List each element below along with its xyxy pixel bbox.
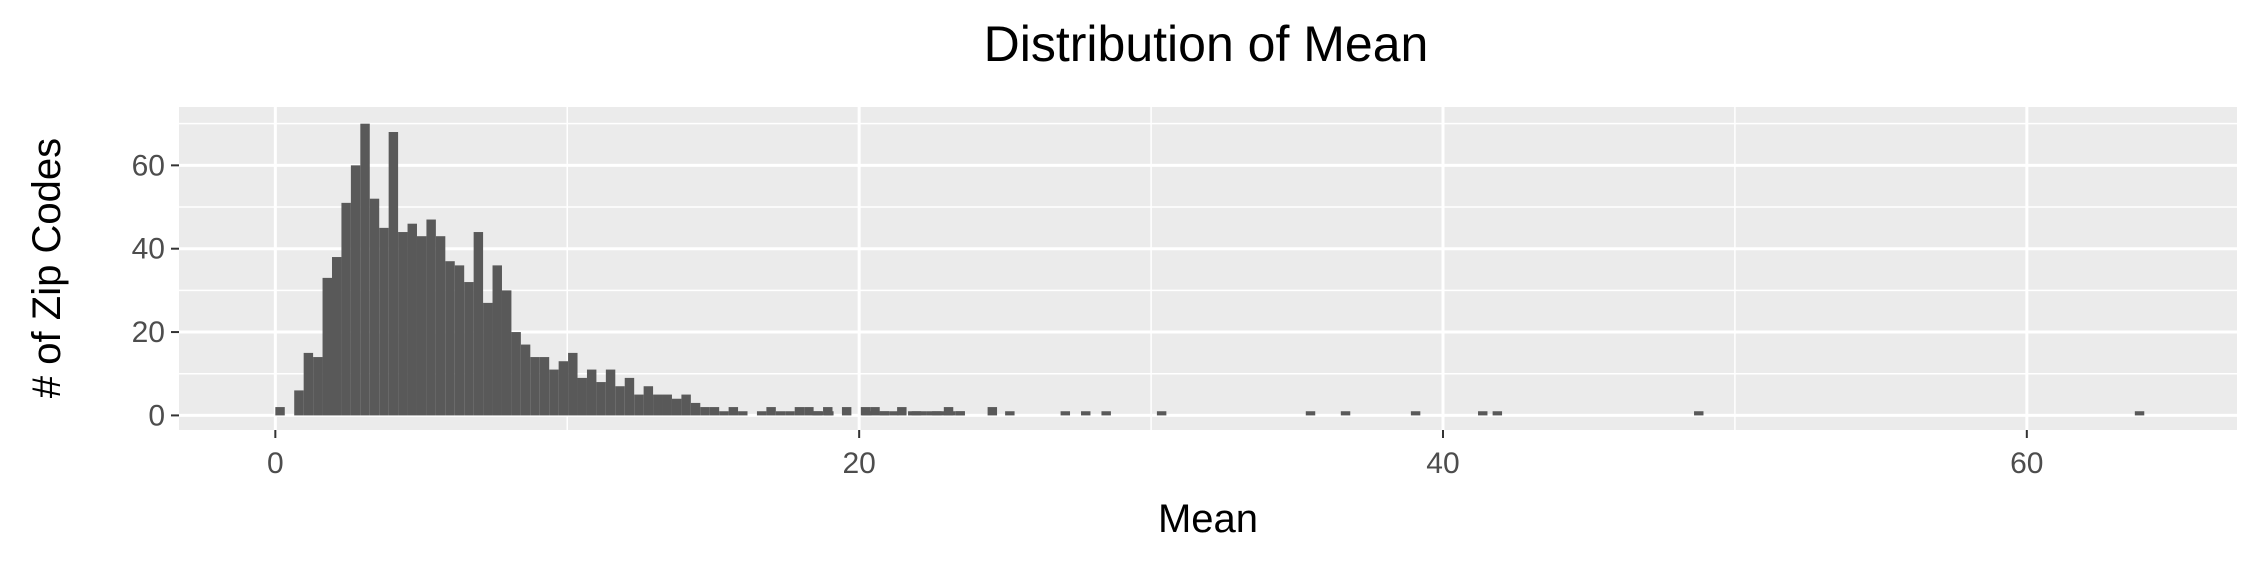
histogram-bar bbox=[388, 132, 399, 416]
histogram-bars bbox=[275, 123, 2145, 416]
histogram-bar bbox=[539, 357, 550, 416]
histogram-bar bbox=[435, 236, 446, 416]
histogram-bar bbox=[369, 198, 380, 416]
chart-title: Distribution of Mean bbox=[984, 16, 1429, 72]
x-tick-label: 60 bbox=[2010, 447, 2043, 480]
histogram-bar bbox=[879, 411, 890, 416]
y-axis-title: # of Zip Codes bbox=[25, 138, 69, 398]
y-tick-label: 20 bbox=[132, 316, 165, 349]
histogram-bar bbox=[294, 390, 304, 416]
histogram-bar bbox=[398, 232, 408, 416]
y-tick-label: 0 bbox=[148, 399, 165, 432]
x-axis-title: Mean bbox=[1158, 497, 1258, 541]
histogram-bar bbox=[2134, 411, 2145, 416]
histogram-bar bbox=[1060, 411, 1071, 416]
x-axis: 0 20 40 60 bbox=[267, 430, 2044, 480]
histogram-bar bbox=[897, 407, 907, 416]
histogram-bar bbox=[416, 236, 427, 416]
histogram-bar bbox=[1305, 411, 1316, 416]
histogram-bar bbox=[1156, 411, 1167, 416]
histogram-bar bbox=[728, 407, 739, 416]
histogram-bar bbox=[889, 411, 899, 416]
histogram-bar bbox=[615, 386, 625, 416]
y-axis: 0 20 40 60 bbox=[132, 149, 179, 432]
histogram-bar bbox=[360, 123, 370, 416]
histogram-bar bbox=[605, 369, 616, 416]
histogram-bar bbox=[341, 202, 351, 416]
histogram-bar bbox=[662, 394, 672, 416]
histogram-bar bbox=[586, 369, 597, 416]
histogram-bar bbox=[577, 377, 587, 416]
histogram-bar bbox=[549, 369, 559, 416]
histogram-bar bbox=[756, 411, 767, 416]
histogram-bar bbox=[464, 282, 474, 416]
histogram-bar bbox=[501, 290, 512, 416]
histogram-bar bbox=[932, 411, 942, 416]
histogram-bar bbox=[1478, 411, 1488, 416]
major-gridlines bbox=[179, 107, 2237, 430]
histogram-bar bbox=[558, 361, 569, 416]
histogram-bar bbox=[303, 352, 314, 416]
histogram-bar bbox=[511, 332, 521, 416]
histogram-bar bbox=[624, 377, 635, 416]
histogram-bar bbox=[1410, 411, 1421, 416]
histogram-bar bbox=[634, 394, 644, 416]
histogram-bar bbox=[445, 261, 455, 416]
y-tick-label: 60 bbox=[132, 149, 165, 182]
histogram-bar bbox=[987, 407, 998, 416]
histogram-bar bbox=[1101, 411, 1111, 416]
histogram-bar bbox=[426, 219, 436, 416]
histogram-bar bbox=[331, 257, 342, 416]
histogram-bar bbox=[671, 398, 682, 416]
histogram-bar bbox=[824, 411, 834, 416]
histogram-bar bbox=[690, 402, 701, 416]
histogram-bar bbox=[794, 407, 805, 416]
histogram-bar bbox=[943, 407, 954, 416]
x-tick-label: 0 bbox=[267, 447, 284, 480]
histogram-bar bbox=[473, 232, 484, 416]
histogram-bar bbox=[804, 407, 814, 416]
histogram-bar bbox=[407, 223, 417, 416]
histogram-bar bbox=[841, 407, 852, 416]
histogram-bar bbox=[313, 357, 323, 416]
histogram-bar bbox=[322, 277, 332, 416]
histogram-bar bbox=[520, 344, 531, 416]
histogram-bar bbox=[568, 352, 578, 416]
histogram-bar bbox=[812, 411, 822, 416]
histogram-bar bbox=[917, 411, 927, 416]
x-tick-label: 40 bbox=[1426, 447, 1459, 480]
histogram-bar bbox=[643, 386, 654, 416]
histogram-bar bbox=[709, 407, 720, 416]
x-tick-label: 20 bbox=[842, 447, 875, 480]
histogram-bar bbox=[492, 265, 502, 416]
histogram-bar bbox=[766, 407, 776, 416]
histogram-bar bbox=[350, 165, 361, 416]
histogram-bar bbox=[862, 411, 872, 416]
histogram-bar bbox=[1340, 411, 1351, 416]
histogram-bar bbox=[926, 411, 937, 416]
histogram-bar bbox=[379, 227, 389, 416]
histogram-bar bbox=[454, 265, 465, 416]
histogram-bar bbox=[530, 357, 540, 416]
histogram-bar bbox=[1492, 411, 1503, 416]
histogram-bar bbox=[596, 382, 606, 416]
histogram-bar bbox=[275, 407, 285, 416]
histogram-bar bbox=[1005, 411, 1015, 416]
histogram-bar bbox=[1081, 411, 1091, 416]
histogram-bar bbox=[738, 411, 748, 416]
histogram-bar bbox=[870, 407, 880, 416]
histogram-bar bbox=[653, 394, 663, 416]
histogram-bar bbox=[911, 411, 922, 416]
y-tick-label: 40 bbox=[132, 233, 165, 266]
histogram-bar bbox=[681, 394, 691, 416]
histogram-bar bbox=[1694, 411, 1704, 416]
histogram-bar bbox=[955, 411, 965, 416]
histogram-bar bbox=[483, 302, 493, 416]
histogram-bar bbox=[700, 407, 710, 416]
histogram-bar bbox=[775, 411, 786, 416]
histogram-bar bbox=[719, 411, 729, 416]
histogram-bar bbox=[785, 411, 795, 416]
